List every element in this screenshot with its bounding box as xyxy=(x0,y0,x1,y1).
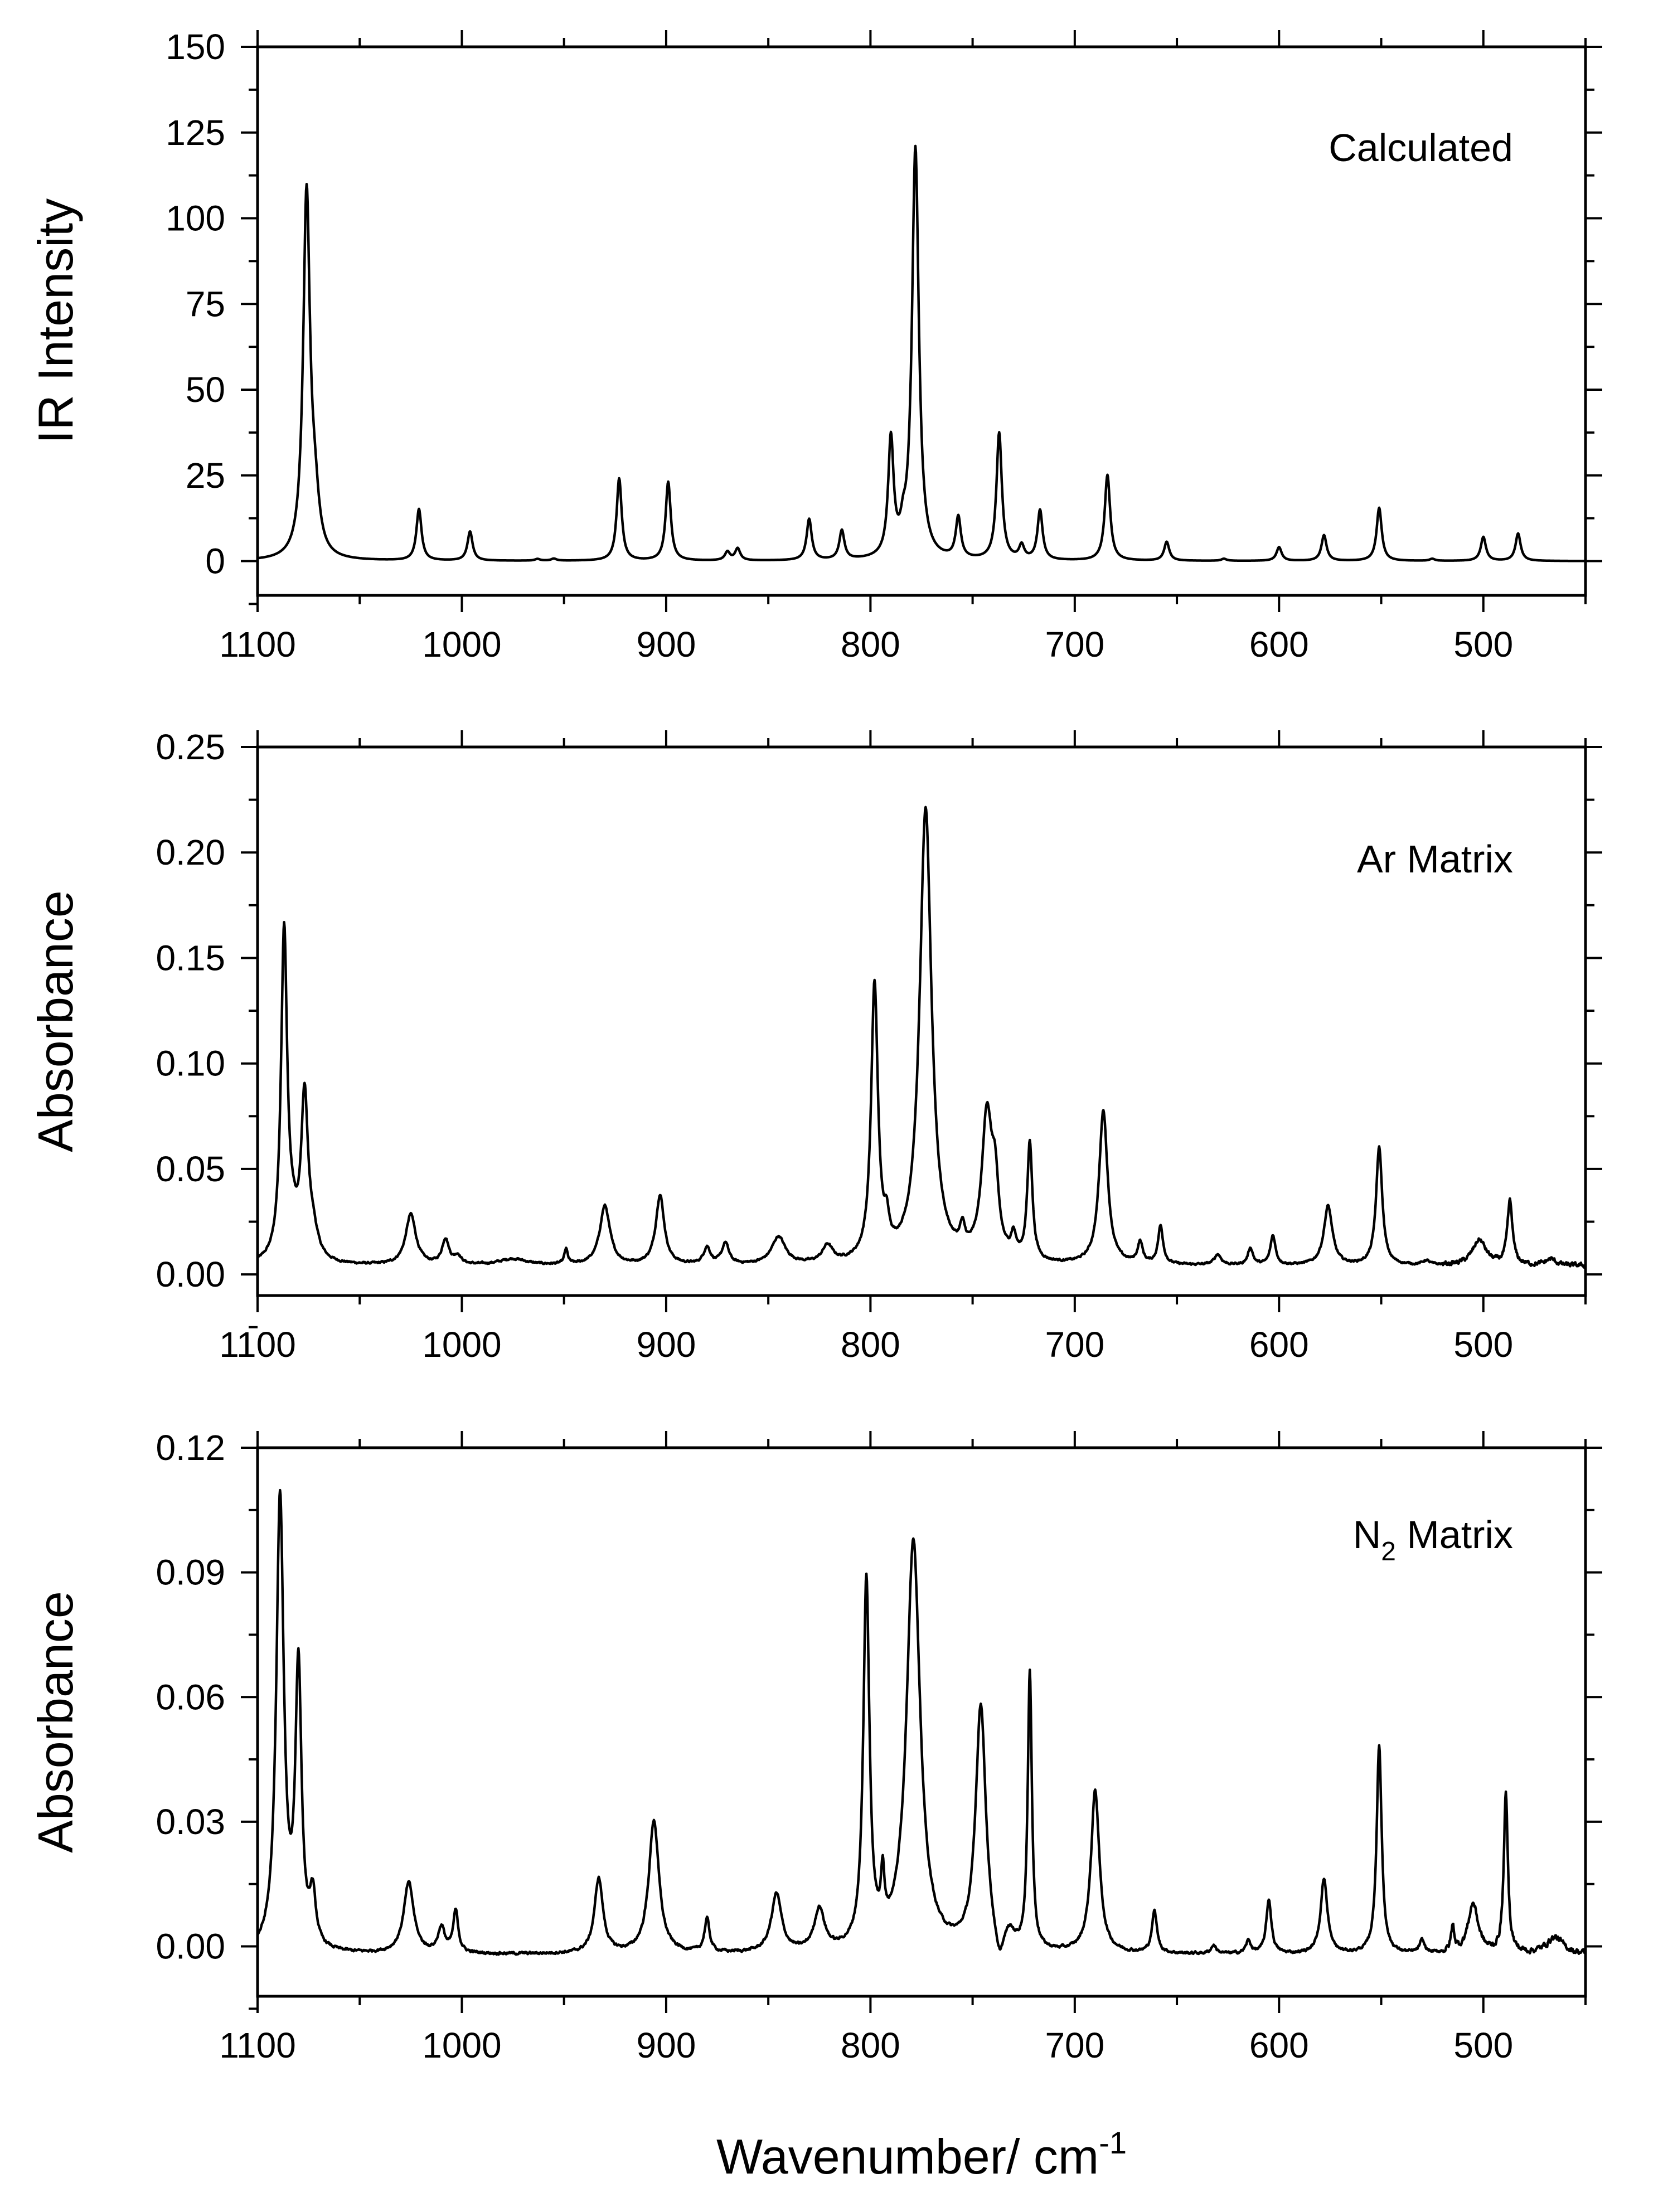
x-tick-label: 700 xyxy=(1045,624,1104,664)
x-tick-label: 500 xyxy=(1453,2025,1513,2065)
y-tick-label: 0.20 xyxy=(156,832,225,872)
x-axis-title: Wavenumber/ cm-1 xyxy=(716,2125,1127,2184)
y-axis-title: Absorbance xyxy=(28,890,83,1152)
x-tick-label: 1100 xyxy=(219,624,296,664)
panel-label: Ar Matrix xyxy=(1357,837,1513,881)
panel-label: Calculated xyxy=(1329,126,1513,169)
x-tick-label: 600 xyxy=(1249,2025,1309,2065)
y-tick-label: 100 xyxy=(166,198,225,239)
y-tick-label: 50 xyxy=(186,370,225,410)
x-tick-label: 800 xyxy=(841,2025,900,2065)
y-tick-label: 0.09 xyxy=(156,1553,225,1593)
y-tick-label: 0.06 xyxy=(156,1677,225,1717)
x-tick-label: 800 xyxy=(841,1325,900,1365)
y-axis-title: Absorbance xyxy=(28,1591,83,1853)
x-tick-label: 800 xyxy=(841,624,900,664)
y-tick-label: 0.10 xyxy=(156,1044,225,1084)
spectrum-line xyxy=(258,144,1586,562)
x-tick-label: 600 xyxy=(1249,624,1309,664)
plot-frame xyxy=(256,1446,1587,1998)
y-tick-label: 0.25 xyxy=(156,727,225,767)
x-tick-label: 900 xyxy=(637,2025,696,2065)
panel-2: 1100 1000 900 800 700 600 500 0.00 0.05 0.10 0.15 0… xyxy=(28,727,1602,1365)
plot-frame xyxy=(256,745,1587,1297)
y-axis-title: IR Intensity xyxy=(28,198,83,444)
x-tick-label: 1000 xyxy=(422,1325,501,1365)
x-tick-label: 900 xyxy=(637,1325,696,1365)
panel-label: N2 Matrix xyxy=(1353,1513,1513,1566)
x-tick-label: 700 xyxy=(1045,1325,1104,1365)
x-tick-label: 1000 xyxy=(422,624,501,664)
x-tick-label: 500 xyxy=(1453,1325,1513,1365)
y-tick-label: 150 xyxy=(166,27,225,67)
y-tick-label: 25 xyxy=(186,455,225,496)
plot-frame xyxy=(256,45,1587,597)
panel-3: 1100 1000 900 800 700 600 500 0.00 0.03 0.06 0.09 0… xyxy=(28,1428,1602,2184)
y-tick-label: 0.15 xyxy=(156,938,225,978)
y-tick-label: 0.05 xyxy=(156,1149,225,1189)
x-tick-label: 600 xyxy=(1249,1325,1309,1365)
spectrum-line xyxy=(258,806,1586,1269)
spectrum-line xyxy=(258,1488,1586,1956)
y-tick-label: 75 xyxy=(186,284,225,324)
y-tick-label: 0.00 xyxy=(156,1254,225,1294)
y-tick-label: 0.12 xyxy=(156,1428,225,1468)
panel-1: 1100 1000 900 800 700 600 500 0 25 50 75 100 125 150 I… xyxy=(28,27,1602,664)
y-tick-label: 0.03 xyxy=(156,1802,225,1842)
x-tick-label: 1000 xyxy=(422,2025,501,2065)
x-tick-label: 700 xyxy=(1045,2025,1104,2065)
x-tick-label: 500 xyxy=(1453,624,1513,664)
x-tick-label: 1100 xyxy=(219,2025,296,2065)
y-tick-label: 0.00 xyxy=(156,1927,225,1967)
x-tick-label: 1100 xyxy=(219,1325,296,1365)
x-tick-label: 900 xyxy=(637,624,696,664)
y-tick-label: 125 xyxy=(166,113,225,153)
y-tick-label: 0 xyxy=(205,541,225,581)
